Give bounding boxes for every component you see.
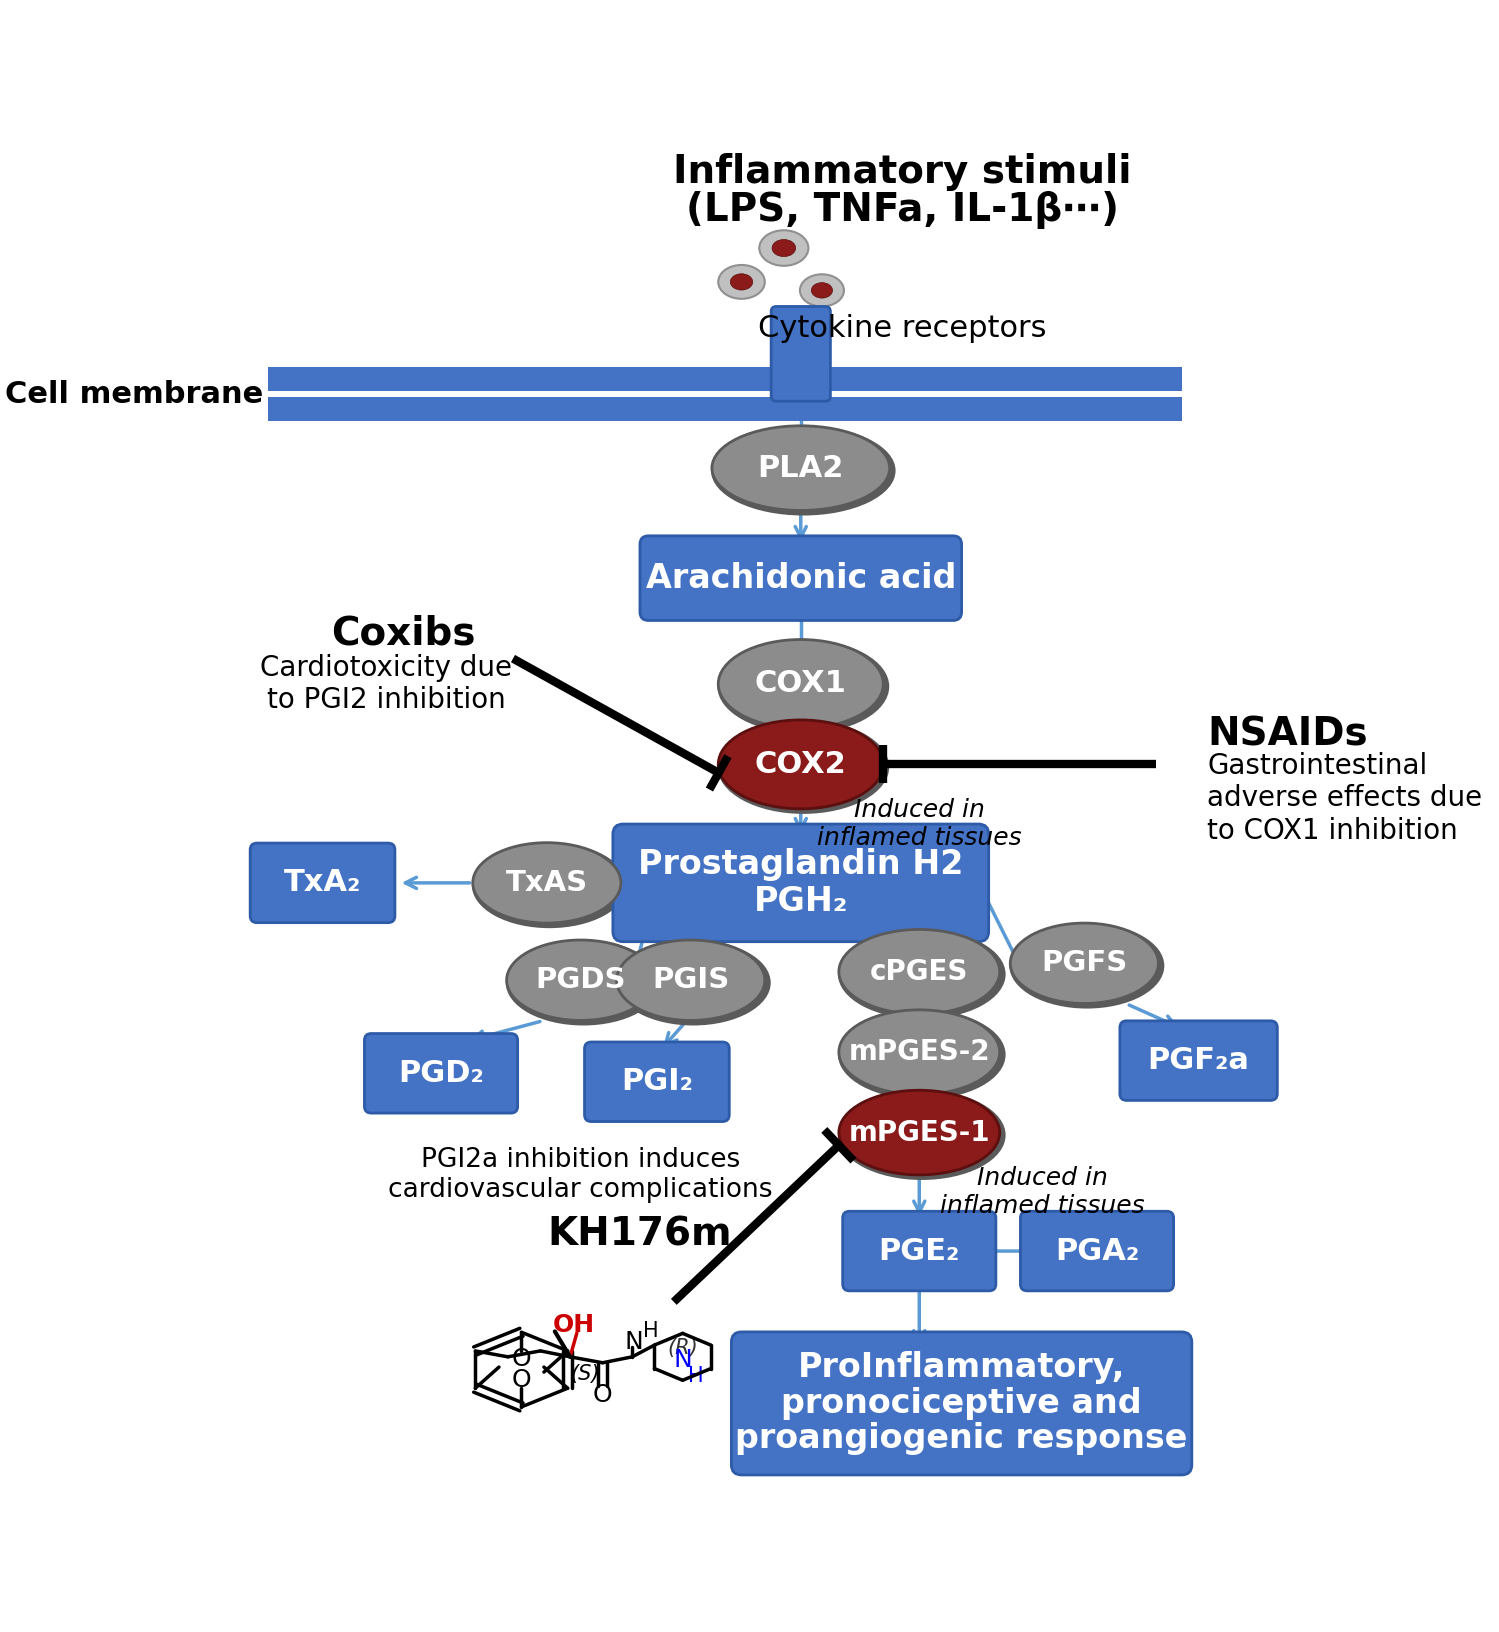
Ellipse shape — [616, 940, 770, 1025]
Text: (S): (S) — [571, 1364, 600, 1384]
Text: NSAIDs: NSAIDs — [1207, 716, 1367, 754]
Text: Arachidonic acid: Arachidonic acid — [646, 561, 956, 594]
Ellipse shape — [838, 1010, 1006, 1100]
Text: TxAS: TxAS — [505, 868, 588, 898]
FancyBboxPatch shape — [1021, 1211, 1174, 1291]
Text: Gastrointestinal
adverse effects due
to COX1 inhibition: Gastrointestinal adverse effects due to … — [1207, 752, 1483, 845]
Text: PGA₂: PGA₂ — [1055, 1237, 1139, 1265]
Text: H: H — [688, 1366, 705, 1386]
Text: PGD₂: PGD₂ — [399, 1059, 484, 1089]
Ellipse shape — [718, 640, 889, 733]
Ellipse shape — [472, 842, 621, 924]
Ellipse shape — [800, 274, 844, 307]
Text: proangiogenic response: proangiogenic response — [736, 1423, 1187, 1456]
Text: O: O — [511, 1368, 531, 1392]
Text: PGE₂: PGE₂ — [878, 1237, 959, 1265]
Text: mPGES-2: mPGES-2 — [848, 1038, 989, 1066]
Text: N: N — [625, 1330, 643, 1353]
Ellipse shape — [505, 940, 661, 1025]
Text: Cytokine receptors: Cytokine receptors — [758, 313, 1046, 343]
Text: Cardiotoxicity due
to PGI2 inhibition: Cardiotoxicity due to PGI2 inhibition — [259, 654, 513, 715]
Text: PGFS: PGFS — [1042, 950, 1127, 978]
Text: O: O — [511, 1348, 531, 1371]
Ellipse shape — [472, 842, 627, 929]
Text: N: N — [673, 1348, 693, 1373]
Ellipse shape — [839, 929, 1000, 1013]
Ellipse shape — [718, 720, 889, 814]
Ellipse shape — [839, 1010, 1000, 1095]
Text: Inflammatory stimuli: Inflammatory stimuli — [673, 153, 1132, 191]
Ellipse shape — [811, 282, 832, 299]
Text: PGI₂: PGI₂ — [621, 1067, 693, 1097]
FancyBboxPatch shape — [250, 844, 394, 922]
Ellipse shape — [838, 929, 1006, 1018]
FancyBboxPatch shape — [640, 535, 961, 620]
Text: Induced in
inflamed tissues: Induced in inflamed tissues — [940, 1165, 1144, 1217]
FancyBboxPatch shape — [732, 1332, 1192, 1475]
Text: COX2: COX2 — [755, 749, 847, 778]
Ellipse shape — [772, 240, 796, 256]
Text: O: O — [592, 1382, 613, 1407]
Text: KH176m: KH176m — [547, 1216, 733, 1253]
Ellipse shape — [712, 426, 889, 511]
Text: Prostaglandin H2: Prostaglandin H2 — [639, 847, 964, 881]
Text: COX1: COX1 — [755, 669, 847, 698]
Ellipse shape — [711, 426, 895, 516]
Text: (LPS, TNFa, IL-1β⋯): (LPS, TNFa, IL-1β⋯) — [687, 191, 1118, 228]
Text: mPGES-1: mPGES-1 — [848, 1118, 989, 1147]
Ellipse shape — [718, 640, 883, 728]
Text: Induced in
inflamed tissues: Induced in inflamed tissues — [817, 798, 1022, 850]
Ellipse shape — [730, 274, 752, 290]
Text: PGDS: PGDS — [535, 966, 627, 994]
Text: OH: OH — [553, 1312, 595, 1337]
FancyBboxPatch shape — [585, 1041, 729, 1121]
Text: PGI2a inhibition induces
cardiovascular complications: PGI2a inhibition induces cardiovascular … — [388, 1147, 773, 1203]
Ellipse shape — [616, 940, 764, 1020]
Text: Coxibs: Coxibs — [331, 614, 475, 653]
Text: ProInflammatory,: ProInflammatory, — [797, 1351, 1126, 1384]
Text: pronociceptive and: pronociceptive and — [781, 1387, 1142, 1420]
FancyBboxPatch shape — [842, 1211, 995, 1291]
FancyBboxPatch shape — [613, 824, 989, 942]
Ellipse shape — [507, 940, 655, 1020]
Ellipse shape — [718, 720, 883, 809]
FancyBboxPatch shape — [364, 1033, 517, 1113]
Text: Cell membrane: Cell membrane — [4, 380, 264, 410]
Text: PGIS: PGIS — [652, 966, 730, 994]
Text: PGH₂: PGH₂ — [754, 885, 848, 917]
FancyBboxPatch shape — [770, 307, 830, 401]
Ellipse shape — [718, 264, 764, 299]
Text: PGF₂a: PGF₂a — [1148, 1046, 1250, 1075]
Text: H: H — [643, 1322, 658, 1342]
Ellipse shape — [1010, 924, 1159, 1004]
Text: PLA2: PLA2 — [757, 454, 844, 483]
Ellipse shape — [838, 1090, 1006, 1180]
Text: (R): (R) — [667, 1338, 699, 1358]
Ellipse shape — [839, 1090, 1000, 1175]
Bar — [267, 367, 1181, 392]
FancyBboxPatch shape — [1120, 1022, 1277, 1100]
Text: cPGES: cPGES — [869, 958, 968, 986]
Text: TxA₂: TxA₂ — [283, 868, 361, 898]
Ellipse shape — [1009, 924, 1165, 1009]
Bar — [267, 397, 1181, 421]
Ellipse shape — [760, 230, 808, 266]
